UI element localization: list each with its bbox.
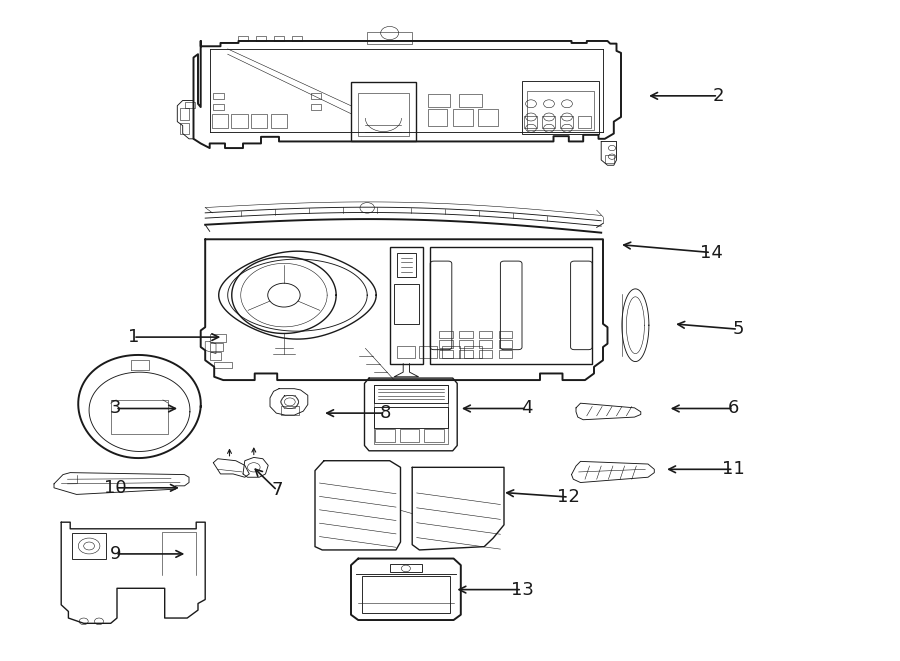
- Bar: [424, 429, 444, 442]
- Bar: [442, 346, 460, 358]
- Bar: [212, 114, 228, 128]
- Text: 2: 2: [713, 87, 724, 105]
- Bar: [479, 330, 492, 338]
- Bar: [439, 340, 453, 348]
- Bar: [428, 109, 447, 126]
- Bar: [605, 155, 614, 163]
- Bar: [351, 82, 416, 141]
- Bar: [499, 330, 512, 338]
- Bar: [251, 114, 267, 128]
- Bar: [390, 247, 423, 364]
- Bar: [72, 533, 106, 559]
- Text: 9: 9: [110, 545, 121, 563]
- Bar: [419, 346, 437, 358]
- Bar: [459, 350, 472, 358]
- Bar: [428, 94, 450, 107]
- Bar: [459, 94, 482, 107]
- Bar: [310, 104, 321, 110]
- Bar: [111, 400, 168, 434]
- Bar: [231, 114, 248, 128]
- Bar: [213, 104, 224, 110]
- Text: 10: 10: [104, 479, 127, 497]
- Bar: [397, 253, 416, 277]
- Bar: [499, 350, 512, 358]
- Bar: [367, 32, 412, 44]
- Bar: [397, 346, 415, 358]
- Bar: [271, 114, 287, 128]
- Bar: [479, 340, 492, 348]
- Bar: [180, 123, 189, 134]
- Bar: [499, 340, 512, 348]
- Text: 4: 4: [521, 399, 532, 418]
- Bar: [542, 116, 555, 128]
- Text: 1: 1: [128, 328, 139, 346]
- Bar: [560, 116, 573, 128]
- Text: 6: 6: [728, 399, 739, 418]
- Bar: [374, 385, 448, 403]
- Bar: [210, 343, 223, 351]
- Bar: [459, 330, 472, 338]
- Bar: [439, 330, 453, 338]
- Bar: [214, 362, 232, 368]
- Text: 3: 3: [110, 399, 121, 418]
- Bar: [430, 247, 592, 364]
- Bar: [180, 108, 189, 120]
- Text: 7: 7: [272, 481, 283, 500]
- Bar: [524, 116, 537, 128]
- Text: 14: 14: [699, 243, 723, 262]
- Bar: [210, 334, 226, 342]
- Bar: [358, 93, 409, 136]
- Text: 11: 11: [722, 460, 745, 479]
- Bar: [394, 284, 418, 324]
- Bar: [184, 102, 195, 108]
- Text: 8: 8: [380, 404, 391, 422]
- Bar: [459, 340, 472, 348]
- Bar: [578, 116, 591, 128]
- Bar: [362, 576, 450, 613]
- Text: 5: 5: [733, 320, 743, 338]
- Bar: [522, 81, 599, 134]
- Bar: [310, 93, 321, 99]
- Bar: [281, 406, 299, 415]
- Bar: [390, 564, 422, 572]
- Bar: [213, 93, 224, 99]
- Bar: [400, 429, 419, 442]
- Bar: [453, 109, 472, 126]
- Bar: [479, 350, 492, 358]
- Bar: [478, 109, 498, 126]
- Text: 12: 12: [557, 488, 580, 506]
- Bar: [439, 350, 453, 358]
- Bar: [375, 429, 395, 442]
- Text: 13: 13: [510, 580, 534, 599]
- Bar: [526, 91, 594, 130]
- Bar: [464, 346, 482, 358]
- Bar: [374, 407, 448, 428]
- Bar: [210, 352, 220, 360]
